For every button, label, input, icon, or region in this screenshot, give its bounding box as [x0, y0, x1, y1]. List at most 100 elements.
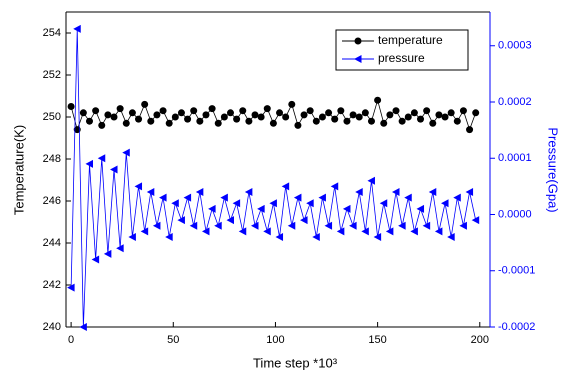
data-point	[385, 227, 394, 236]
data-point	[373, 233, 382, 241]
data-point	[220, 113, 228, 121]
data-point	[349, 221, 357, 230]
data-point	[435, 111, 443, 119]
data-point	[73, 24, 81, 33]
x-axis-title: Time step *10³	[253, 355, 338, 370]
series-line	[70, 28, 477, 328]
data-point	[324, 221, 333, 230]
data-point	[472, 109, 480, 117]
data-point	[122, 148, 130, 157]
y2-tick-label: 0.0001	[498, 152, 532, 164]
data-point	[257, 113, 265, 121]
data-point	[288, 100, 296, 108]
data-point	[398, 221, 406, 230]
data-point	[128, 233, 136, 241]
data-point	[361, 227, 369, 236]
y2-tick-label: -0.0002	[498, 321, 535, 333]
data-point	[214, 119, 222, 127]
data-point	[226, 109, 234, 117]
data-point	[239, 107, 247, 115]
data-point	[392, 188, 400, 196]
data-point	[116, 244, 124, 253]
data-point	[146, 188, 155, 196]
data-point	[85, 117, 93, 125]
data-point	[379, 199, 388, 208]
data-point	[67, 103, 75, 110]
data-point	[92, 107, 100, 115]
data-point	[422, 221, 431, 230]
data-point	[159, 193, 167, 202]
y-tick-label: 246	[43, 195, 61, 207]
data-point	[367, 176, 375, 185]
data-point	[189, 221, 198, 230]
data-point	[441, 113, 449, 121]
data-point	[269, 199, 277, 208]
data-point	[153, 111, 161, 119]
data-point	[79, 323, 87, 331]
data-point	[85, 159, 93, 168]
data-point	[423, 107, 431, 115]
y-axis-title: Temperature(K)	[11, 125, 26, 215]
data-point	[147, 117, 155, 125]
data-point	[404, 113, 412, 121]
legend-marker	[354, 55, 362, 63]
data-point	[380, 119, 388, 127]
data-point	[416, 204, 425, 213]
data-point	[233, 115, 241, 123]
data-point	[300, 111, 308, 119]
data-point	[134, 182, 143, 191]
data-point	[202, 111, 210, 119]
data-point	[306, 107, 314, 115]
data-point	[152, 221, 161, 230]
data-point	[287, 221, 296, 230]
data-point	[263, 105, 271, 113]
data-point	[159, 107, 167, 115]
y2-tick-label: 0.0003	[498, 40, 532, 52]
y2-axis-title: Pressure(Gpa)	[546, 127, 561, 212]
data-point	[276, 109, 284, 117]
data-point	[67, 283, 75, 292]
data-point	[342, 204, 351, 213]
x-tick-label: 100	[266, 334, 284, 346]
data-point	[269, 119, 277, 127]
data-point	[245, 117, 253, 125]
data-point	[471, 216, 480, 225]
data-point	[336, 227, 345, 236]
data-point	[293, 193, 302, 202]
data-point	[196, 117, 204, 125]
y2-tick-label: -0.0001	[498, 265, 535, 277]
y2-tick-label: 0.0002	[498, 96, 532, 108]
data-point	[110, 113, 118, 121]
data-point	[282, 113, 290, 121]
data-point	[190, 107, 198, 115]
data-point	[465, 188, 474, 196]
data-point	[232, 199, 241, 208]
legend-box	[335, 29, 469, 71]
x-tick-label: 0	[68, 334, 74, 346]
data-point	[374, 96, 382, 104]
data-point	[355, 113, 363, 121]
data-point	[244, 188, 253, 196]
data-point	[135, 115, 143, 123]
data-point	[110, 165, 118, 174]
data-point	[98, 121, 106, 129]
data-point	[441, 199, 449, 208]
data-point	[251, 111, 259, 119]
x-tick-label: 150	[368, 334, 386, 346]
data-point	[417, 115, 425, 123]
data-point	[459, 221, 467, 230]
data-point	[410, 109, 418, 117]
data-point	[361, 109, 369, 117]
data-point	[275, 233, 284, 241]
data-point	[79, 109, 87, 117]
data-point	[238, 227, 247, 236]
data-point	[337, 107, 345, 115]
data-point	[128, 109, 136, 117]
data-point	[195, 188, 204, 196]
data-point	[263, 227, 271, 236]
data-point	[447, 233, 455, 241]
y-tick-label: 244	[43, 237, 61, 249]
data-point	[349, 111, 357, 119]
data-point	[367, 117, 375, 125]
